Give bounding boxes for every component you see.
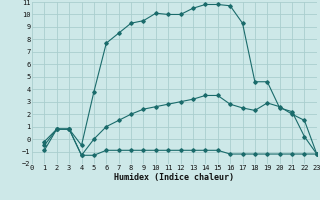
- X-axis label: Humidex (Indice chaleur): Humidex (Indice chaleur): [115, 173, 234, 182]
